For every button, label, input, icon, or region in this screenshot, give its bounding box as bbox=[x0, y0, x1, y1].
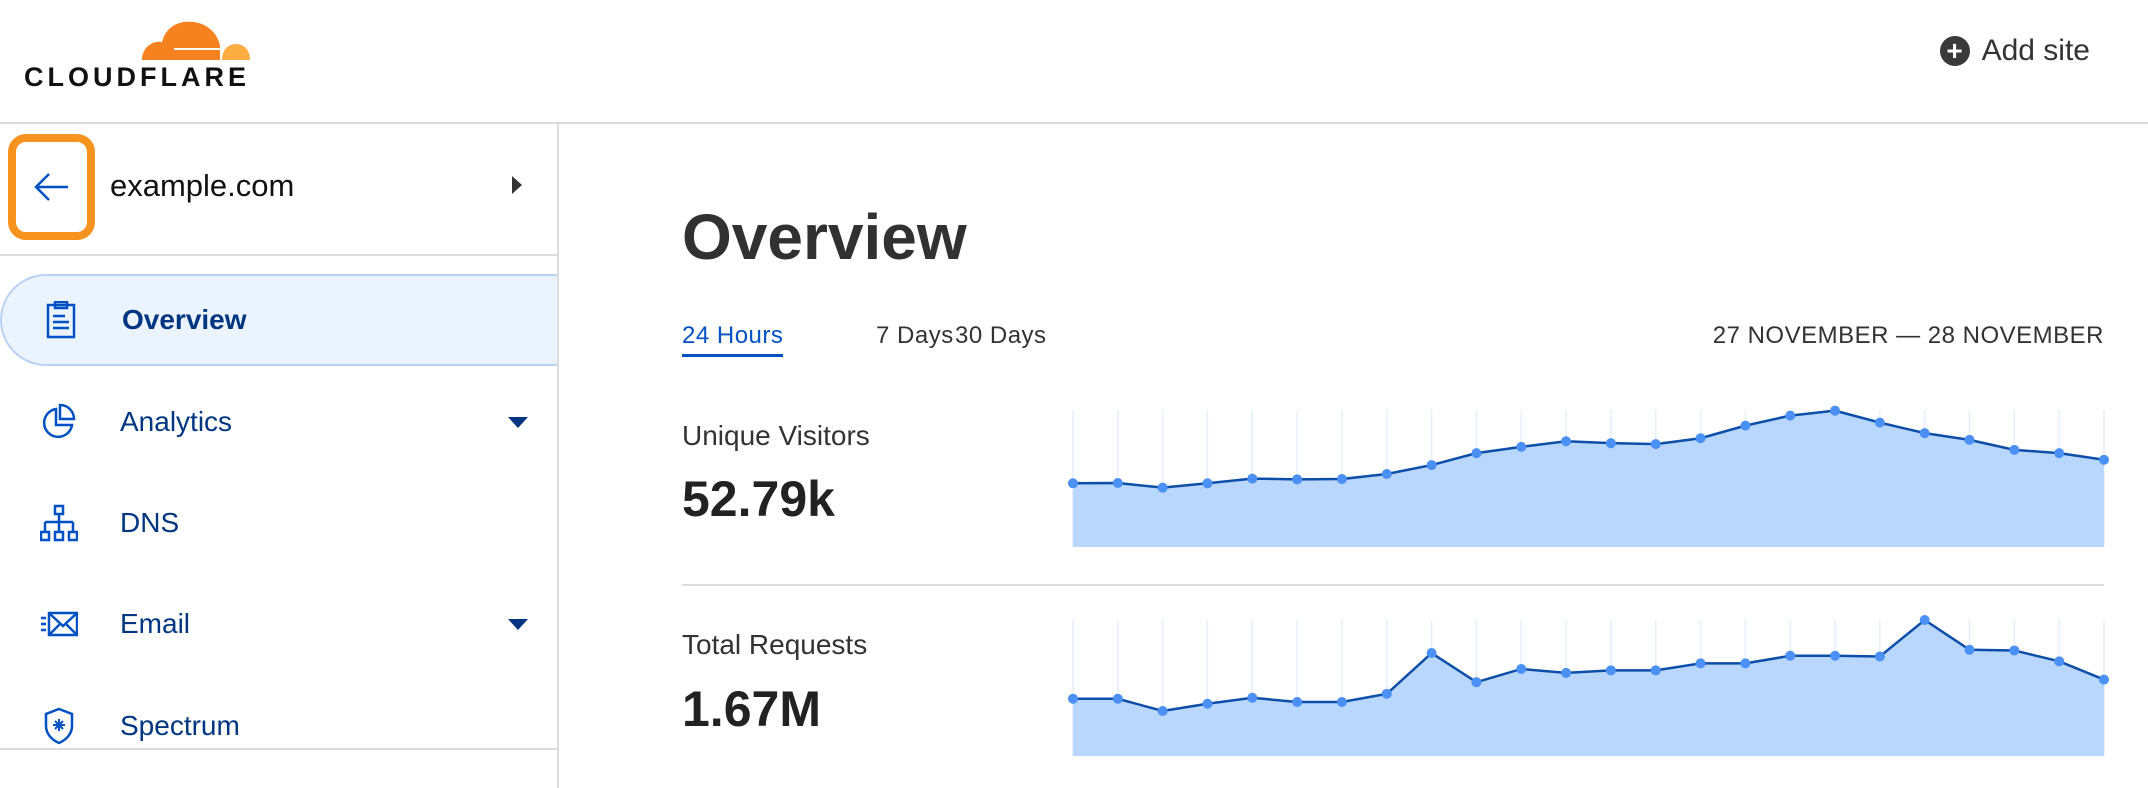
site-name[interactable]: example.com bbox=[110, 168, 295, 203]
unique-visitors-chart-point[interactable] bbox=[1112, 478, 1123, 489]
site-selector: example.com bbox=[0, 124, 557, 256]
unique-visitors-chart-point[interactable] bbox=[1874, 417, 1885, 428]
caret-right-icon[interactable] bbox=[512, 176, 522, 194]
unique-visitors-chart-point[interactable] bbox=[1964, 434, 1975, 445]
unique-visitors-chart-point[interactable] bbox=[1605, 438, 1616, 449]
unique-visitors-chart-point[interactable] bbox=[2054, 448, 2065, 459]
total-requests-chart-point[interactable] bbox=[1157, 705, 1168, 716]
top-header: CLOUDFLARE + Add site bbox=[0, 0, 2148, 124]
metric-divider bbox=[682, 584, 2104, 586]
total-requests-chart-point[interactable] bbox=[1605, 665, 1616, 676]
unique-visitors-chart-point[interactable] bbox=[1695, 433, 1706, 444]
unique-visitors-chart-area bbox=[1073, 410, 2104, 547]
total-requests-chart-point[interactable] bbox=[1336, 697, 1347, 708]
unique-visitors-chart-point[interactable] bbox=[1157, 482, 1168, 493]
chevron-down-icon[interactable] bbox=[508, 416, 528, 428]
add-site-label: Add site bbox=[1981, 34, 2090, 67]
total-requests-chart-point[interactable] bbox=[2054, 656, 2065, 667]
sidebar-divider bbox=[0, 748, 557, 750]
total-requests-chart-point[interactable] bbox=[1381, 688, 1392, 699]
total-requests-chart-point[interactable] bbox=[1874, 651, 1885, 662]
add-site-button[interactable]: + Add site bbox=[1939, 34, 2090, 68]
total-requests-chart-line bbox=[1073, 618, 2105, 713]
back-button[interactable] bbox=[8, 134, 95, 240]
unique-visitors-chart-point[interactable] bbox=[1068, 478, 1078, 489]
sidebar-item-label: Email bbox=[120, 608, 191, 639]
unique-visitors-label: Unique Visitors bbox=[682, 420, 870, 451]
unique-visitors-chart-point[interactable] bbox=[1830, 405, 1841, 416]
date-range: 27 NOVEMBER — 28 NOVEMBER bbox=[1712, 322, 2104, 349]
sidebar: example.com Overview Analytics DNS Email… bbox=[0, 124, 559, 788]
unique-visitors-chart-point[interactable] bbox=[1516, 441, 1527, 452]
tab-7-days[interactable]: 7 Days bbox=[876, 322, 954, 349]
unique-visitors-chart-point[interactable] bbox=[1561, 436, 1572, 447]
total-requests-chart-point[interactable] bbox=[1247, 692, 1258, 703]
total-requests-chart-point[interactable] bbox=[1068, 693, 1078, 704]
unique-visitors-chart-point[interactable] bbox=[1650, 439, 1661, 450]
total-requests-label: Total Requests bbox=[682, 629, 868, 660]
arrow-left-icon bbox=[33, 173, 68, 201]
sidebar-item-label: Spectrum bbox=[120, 710, 240, 741]
sidebar-item-label: DNS bbox=[120, 507, 180, 538]
unique-visitors-chart-point[interactable] bbox=[1381, 468, 1392, 479]
cloudflare-logo[interactable] bbox=[24, 10, 264, 96]
shield-icon bbox=[44, 707, 74, 745]
total-requests-chart-point[interactable] bbox=[1426, 648, 1437, 659]
total-requests-chart-point[interactable] bbox=[1785, 650, 1796, 661]
page-title: Overview bbox=[682, 201, 967, 273]
total-requests-chart-point[interactable] bbox=[1919, 615, 1930, 625]
total-requests-chart-point[interactable] bbox=[1964, 644, 1975, 655]
total-requests-chart-area bbox=[1073, 620, 2104, 756]
network-icon bbox=[40, 504, 78, 542]
total-requests-chart-point[interactable] bbox=[1650, 665, 1661, 676]
total-requests-chart-point[interactable] bbox=[1830, 650, 1841, 661]
sidebar-item-email[interactable]: Email bbox=[0, 578, 557, 670]
unique-visitors-chart-line bbox=[1072, 409, 2105, 489]
unique-visitors-chart-point[interactable] bbox=[1740, 420, 1751, 431]
unique-visitors-value: 52.79k bbox=[682, 471, 835, 527]
total-requests-chart-point[interactable] bbox=[2099, 674, 2109, 685]
total-requests-chart-point[interactable] bbox=[1202, 698, 1213, 709]
plus-circle-icon: + bbox=[1939, 36, 1970, 66]
unique-visitors-chart-point[interactable] bbox=[1919, 428, 1930, 439]
unique-visitors-chart-point[interactable] bbox=[2099, 454, 2109, 465]
pie-chart-icon bbox=[42, 403, 76, 439]
unique-visitors-chart-point[interactable] bbox=[1785, 410, 1796, 421]
total-requests-chart-point[interactable] bbox=[1740, 658, 1751, 669]
total-requests-value: 1.67M bbox=[682, 681, 821, 737]
unique-visitors-chart-point[interactable] bbox=[1247, 473, 1258, 484]
total-requests-chart-point[interactable] bbox=[2009, 645, 2020, 656]
sidebar-item-label: Analytics bbox=[120, 406, 233, 437]
clipboard-icon bbox=[46, 301, 76, 339]
unique-visitors-chart-point[interactable] bbox=[2009, 444, 2020, 455]
sidebar-item-label: Overview bbox=[122, 304, 247, 335]
sidebar-item-spectrum[interactable]: Spectrum bbox=[0, 680, 557, 772]
sidebar-item-dns[interactable]: DNS bbox=[0, 477, 557, 569]
tab-24-hours[interactable]: 24 Hours bbox=[682, 322, 784, 357]
total-requests-chart-point[interactable] bbox=[1516, 663, 1527, 674]
total-requests-chart-point[interactable] bbox=[1561, 667, 1572, 678]
unique-visitors-chart-point[interactable] bbox=[1336, 474, 1347, 485]
envelope-icon bbox=[41, 611, 78, 637]
sidebar-item-overview[interactable]: Overview bbox=[0, 274, 557, 366]
total-requests-chart-point[interactable] bbox=[1695, 658, 1706, 669]
logo-wordmark: CLOUDFLARE bbox=[24, 62, 250, 92]
chevron-down-icon[interactable] bbox=[508, 618, 528, 630]
total-requests-chart-point[interactable] bbox=[1471, 677, 1482, 688]
tab-30-days[interactable]: 30 Days bbox=[955, 322, 1047, 349]
unique-visitors-chart-point[interactable] bbox=[1292, 474, 1303, 485]
unique-visitors-chart-point[interactable] bbox=[1471, 448, 1482, 459]
unique-visitors-chart-point[interactable] bbox=[1426, 460, 1437, 471]
unique-visitors-chart-point[interactable] bbox=[1202, 478, 1213, 489]
total-requests-chart-point[interactable] bbox=[1112, 693, 1123, 704]
sidebar-item-analytics[interactable]: Analytics bbox=[0, 376, 557, 468]
total-requests-chart-point[interactable] bbox=[1292, 697, 1303, 708]
